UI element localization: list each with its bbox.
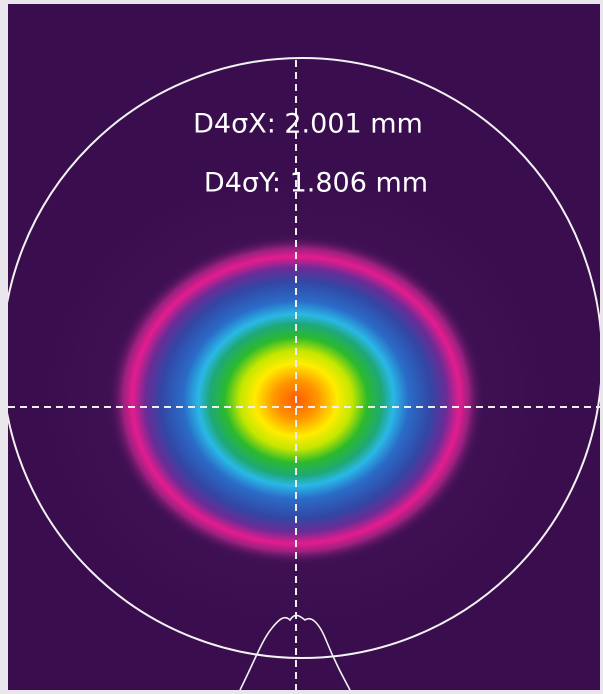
beam-profile-view: D4σX: 2.001 mm D4σY: 1.806 mm xyxy=(0,0,603,694)
d4sigma-y-label: D4σY: 1.806 mm xyxy=(204,168,428,199)
image: D4σX: 2.001 mm D4σY: 1.806 mm xyxy=(2,4,602,690)
d4sigma-x-label: D4σX: 2.001 mm xyxy=(193,109,423,140)
page: D4σX: 2.001 mm D4σY: 1.806 mm (() => { c… xyxy=(0,0,603,694)
